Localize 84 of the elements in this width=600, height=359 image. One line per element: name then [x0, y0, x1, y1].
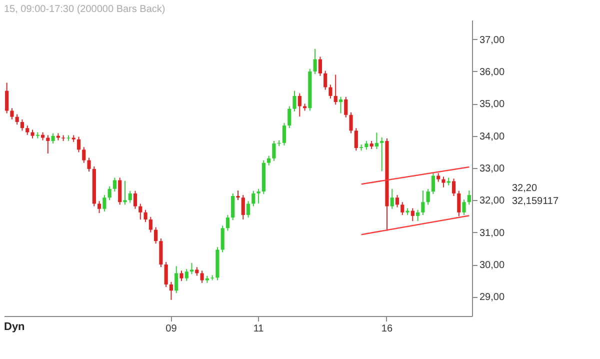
candlestick [87, 157, 91, 172]
candlestick [416, 209, 420, 222]
candlestick [292, 90, 296, 112]
candlestick [159, 238, 163, 268]
candlestick [328, 84, 332, 100]
candlestick [324, 70, 328, 90]
candlestick [226, 214, 230, 232]
y-tick-label: 29,00 [480, 292, 505, 304]
text: 32,20 [512, 183, 538, 194]
y-tick-label: 31,00 [480, 228, 505, 239]
candlestick [410, 208, 414, 222]
candlestick [241, 194, 245, 220]
candlestick [174, 266, 178, 294]
candlestick [10, 108, 14, 120]
y-tick-label: 37,00 [480, 34, 505, 46]
candlestick [338, 96, 343, 114]
candlestick [51, 132, 55, 144]
candlestick [82, 146, 86, 164]
y-tick-label: 33,00 [480, 164, 505, 174]
candlestick [380, 136, 384, 172]
candlestick [390, 188, 394, 210]
candlestick [128, 190, 132, 204]
candlestick [26, 125, 30, 136]
candlestick [190, 262, 194, 275]
candlestick [462, 199, 466, 216]
candlestick [467, 190, 471, 206]
chart-title: 15, 09:00-17:30 (200000 Bars Back) [4, 4, 166, 15]
candlestick [184, 268, 188, 282]
candlestick [76, 136, 81, 153]
candlestick [288, 106, 292, 129]
candlestick [334, 74, 338, 106]
candlestick [298, 92, 302, 118]
candlestick [220, 225, 224, 253]
candlestick [252, 190, 256, 207]
text: Dyn [4, 321, 26, 333]
y-tick-label: 35,00 [480, 99, 505, 110]
candlestick [400, 202, 404, 216]
candlestick [395, 194, 400, 208]
candlestick [154, 226, 158, 244]
candlestick [457, 190, 461, 217]
candlestick [452, 178, 456, 196]
y-tick-label: 34,00 [480, 131, 505, 142]
candlestick [164, 261, 168, 288]
candlestick [354, 128, 358, 152]
candlestick [421, 190, 425, 216]
candlestick [15, 114, 19, 126]
y-tick-label: 30,00 [480, 260, 505, 272]
candlestick [267, 155, 271, 166]
candlestick [144, 209, 148, 223]
candlestick [431, 172, 436, 195]
candlestick [118, 177, 122, 206]
candlestick [112, 177, 117, 192]
candlestick [426, 188, 430, 206]
candlestick [344, 96, 348, 118]
x-tick-label: 09 [166, 324, 178, 334]
candlestick [97, 200, 102, 214]
candlestick [108, 186, 112, 201]
candlestick [123, 180, 127, 206]
candlestick [200, 270, 204, 284]
candlestick [138, 203, 142, 220]
text: 32,159117 [512, 196, 559, 208]
candlestick [313, 48, 317, 75]
candlestick [5, 82, 9, 114]
candlestick [169, 281, 174, 300]
x-tick-label: 16 [381, 324, 393, 334]
candlestick [133, 190, 138, 210]
y-tick-label: 36,00 [480, 66, 505, 78]
candlestick [102, 194, 106, 212]
candlestick [272, 140, 276, 162]
y-tick-label: 32,00 [480, 196, 505, 207]
candlestick [349, 112, 353, 134]
candlestick [282, 122, 286, 146]
candlestick [20, 118, 24, 132]
candlestick [318, 56, 322, 76]
candlestick [374, 132, 379, 150]
candlestick [442, 176, 446, 188]
candlestick [236, 190, 240, 201]
x-tick-label: 11 [253, 324, 264, 334]
candlestick [148, 216, 152, 233]
candlestick [256, 188, 260, 204]
candlestick [180, 270, 184, 282]
candlestick [46, 134, 50, 154]
candlestick [231, 192, 235, 221]
candlestick [246, 200, 250, 218]
